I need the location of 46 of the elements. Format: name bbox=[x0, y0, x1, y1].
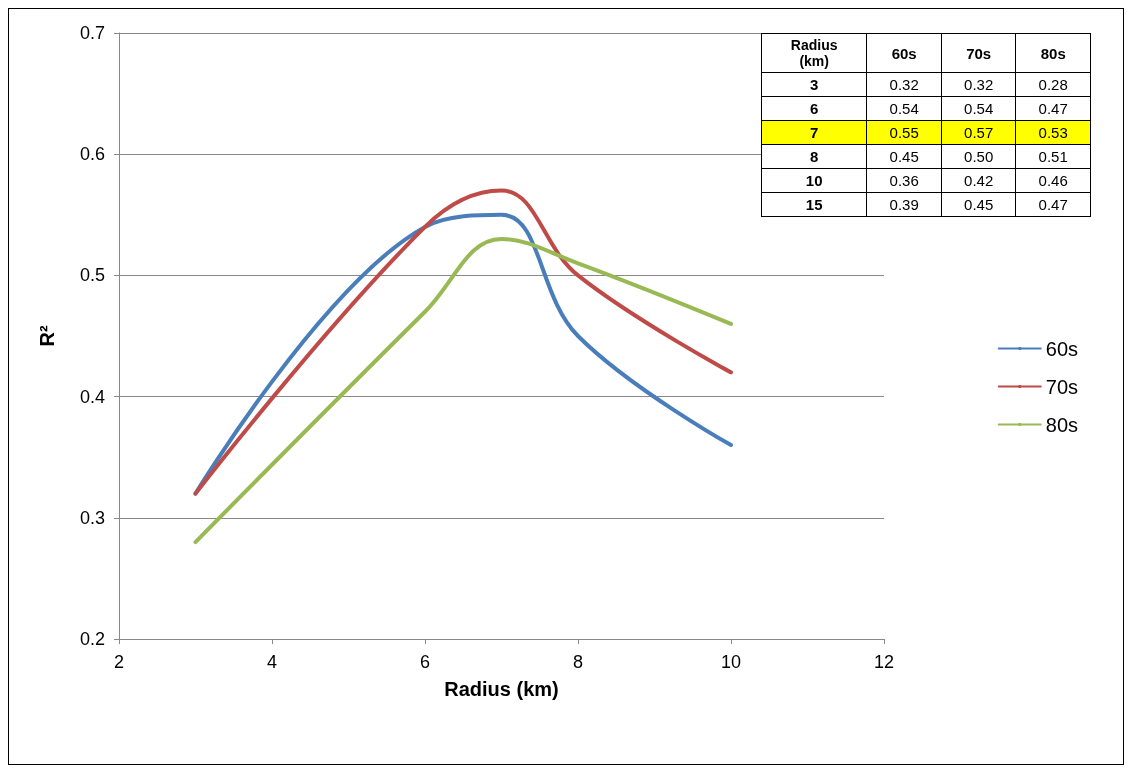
data-label: 0.36 bbox=[866, 168, 942, 193]
y-tick-label: 0.3 bbox=[79, 507, 105, 528]
text: Radius (km) bbox=[761, 33, 867, 73]
y-tick-label: 0.2 bbox=[79, 629, 105, 649]
data-label: 0.47 bbox=[1015, 96, 1091, 121]
series-label: 80s bbox=[1015, 33, 1091, 73]
y-tick-label: 0.7 bbox=[79, 23, 105, 43]
data-label: 0.32 bbox=[941, 72, 1016, 97]
data-label: 0.54 bbox=[866, 96, 942, 121]
x-tick-label: 2 bbox=[113, 652, 125, 672]
data-label: 0.28 bbox=[1015, 72, 1091, 97]
data-label: 0.42 bbox=[941, 168, 1016, 193]
x-tick-label: 6 bbox=[419, 652, 431, 672]
x-tick-label: 4 bbox=[266, 652, 278, 672]
category-label: 6 bbox=[761, 96, 867, 121]
data-label: 0.47 bbox=[1015, 192, 1091, 217]
data-label: 0.54 bbox=[941, 96, 1016, 121]
legend-label: 60s bbox=[1045, 337, 1078, 360]
y-tick-label: 0.4 bbox=[79, 386, 105, 407]
line-series bbox=[193, 237, 733, 545]
data-label: 0.50 bbox=[941, 144, 1016, 169]
legend-label: 80s bbox=[1045, 413, 1078, 436]
y-axis-title: R² bbox=[36, 325, 58, 347]
data-label: 0.55 bbox=[866, 120, 942, 145]
series-label: 70s bbox=[941, 33, 1016, 73]
x-axis-title: Radius (km) bbox=[444, 678, 559, 700]
data-label: 0.46 bbox=[1015, 168, 1091, 193]
data-label: 0.57 bbox=[941, 120, 1016, 145]
y-tick-label: 0.5 bbox=[79, 265, 105, 286]
category-label: 15 bbox=[761, 192, 867, 217]
category-label: 3 bbox=[761, 72, 867, 97]
data-label: 0.39 bbox=[866, 192, 942, 217]
data-label: 0.51 bbox=[1015, 144, 1091, 169]
data-label: 0.45 bbox=[941, 192, 1016, 217]
data-label: 0.53 bbox=[1015, 120, 1091, 145]
x-tick-label: 12 bbox=[873, 652, 895, 672]
y-tick-label: 0.6 bbox=[79, 144, 105, 165]
category-label: 8 bbox=[761, 144, 867, 169]
x-tick-label: 10 bbox=[720, 652, 742, 672]
x-tick-label: 8 bbox=[572, 652, 584, 672]
data-label: 0.32 bbox=[866, 72, 942, 97]
series-label: 60s bbox=[866, 33, 942, 73]
category-label: 10 bbox=[761, 168, 867, 193]
category-label: 7 bbox=[761, 120, 867, 145]
data-label: 0.45 bbox=[866, 144, 942, 169]
legend-label: 70s bbox=[1045, 375, 1078, 398]
